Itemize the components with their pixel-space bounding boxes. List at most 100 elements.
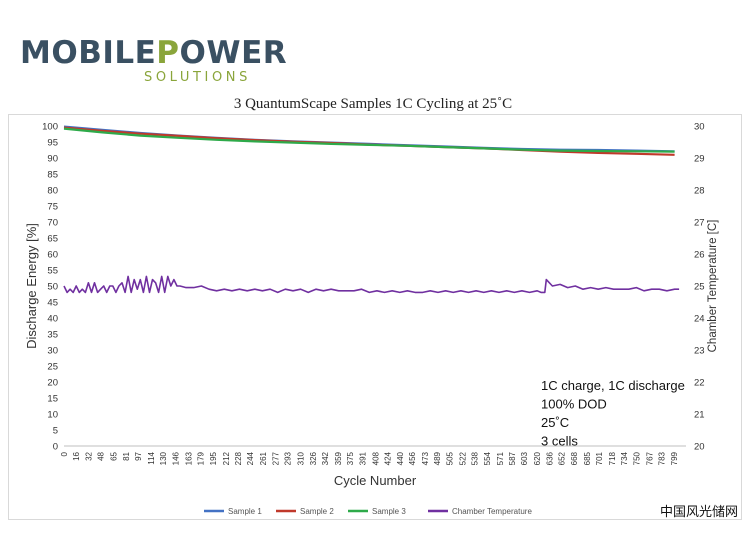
y2-tick-label: 23: [694, 346, 705, 357]
annotation-line: 100% DOD: [541, 397, 607, 412]
x-tick-label: 48: [97, 451, 106, 460]
x-tick-label: 65: [110, 451, 119, 460]
y-tick-label: 65: [47, 234, 58, 245]
y-tick-label: 15: [47, 394, 58, 405]
company-logo: MOBILEPOWER SOLUTIONS: [20, 36, 287, 88]
watermark: 中国风光储网: [659, 505, 738, 520]
x-tick-label: 310: [297, 451, 306, 465]
series-line-1: [63, 125, 675, 153]
y-tick-label: 45: [47, 298, 58, 309]
x-tick-label: 587: [508, 451, 517, 465]
x-tick-label: 522: [458, 451, 467, 465]
x-tick-label: 408: [371, 451, 380, 465]
x-tick-label: 668: [570, 451, 579, 465]
chart-frame: [8, 114, 742, 520]
x-tick-label: 636: [545, 451, 554, 465]
x-axis-title: Cycle Number: [334, 473, 417, 488]
x-tick-label: 0: [60, 451, 69, 456]
y2-tick-label: 22: [694, 378, 705, 389]
x-tick-label: 212: [222, 451, 231, 465]
y-tick-label: 50: [47, 282, 58, 293]
y-tick-label: 10: [47, 410, 58, 421]
y2-axis-title: Chamber Temperature [C]: [707, 220, 719, 353]
legend-label: Sample 3: [372, 507, 406, 516]
x-tick-label: 456: [408, 451, 417, 465]
y2-tick-label: 25: [694, 282, 705, 293]
annotation-line: 3 cells: [541, 434, 578, 449]
x-tick-label: 505: [445, 451, 454, 465]
logo-subtitle: SOLUTIONS: [144, 70, 251, 85]
logo-wordmark: MOBILEPOWER: [20, 35, 288, 71]
x-tick-label: 228: [234, 451, 243, 465]
legend-label: Sample 1: [228, 507, 262, 516]
x-tick-label: 571: [496, 451, 505, 465]
x-tick-label: 440: [396, 451, 405, 465]
y-tick-label: 75: [47, 202, 58, 213]
y2-tick-label: 28: [694, 186, 705, 197]
x-tick-label: 799: [670, 451, 679, 465]
y2-tick-label: 30: [694, 122, 705, 133]
x-tick-label: 554: [483, 451, 492, 465]
y2-tick-label: 27: [694, 218, 705, 229]
x-tick-label: 326: [309, 451, 318, 465]
y-tick-label: 35: [47, 330, 58, 341]
y-tick-label: 100: [42, 122, 58, 133]
x-tick-label: 146: [171, 451, 180, 465]
annotation-line: 1C charge, 1C discharge: [541, 378, 685, 393]
x-tick-label: 718: [608, 451, 617, 465]
y-tick-label: 55: [47, 266, 58, 277]
y-tick-label: 5: [53, 426, 58, 437]
annotation-line: 25˚C: [541, 415, 569, 430]
x-tick-label: 114: [147, 451, 156, 464]
x-tick-label: 32: [84, 451, 93, 460]
x-tick-label: 652: [558, 451, 567, 465]
y-tick-label: 80: [47, 186, 58, 197]
y-axis-title: Discharge Energy [%]: [24, 223, 39, 349]
x-tick-label: 97: [134, 451, 143, 460]
y-tick-label: 70: [47, 218, 58, 229]
x-tick-label: 620: [533, 451, 542, 465]
series-line-3: [63, 127, 675, 153]
y-tick-label: 90: [47, 154, 58, 165]
x-tick-label: 261: [259, 451, 268, 465]
x-tick-label: 244: [246, 451, 255, 465]
y-tick-label: 0: [53, 442, 58, 453]
y-tick-label: 30: [47, 346, 58, 357]
y-tick-label: 85: [47, 170, 58, 181]
x-tick-label: 750: [632, 451, 641, 465]
chart-title: 3 QuantumScape Samples 1C Cycling at 25˚…: [233, 96, 513, 112]
x-tick-label: 163: [184, 451, 193, 465]
x-tick-label: 767: [645, 451, 654, 465]
y-tick-label: 95: [47, 138, 58, 149]
x-tick-label: 277: [271, 451, 280, 465]
x-tick-label: 701: [595, 451, 604, 465]
y2-tick-label: 24: [694, 314, 705, 325]
x-tick-label: 603: [520, 451, 529, 465]
y2-tick-label: 21: [694, 410, 705, 421]
x-tick-label: 342: [321, 451, 330, 465]
y2-tick-label: 20: [694, 442, 705, 453]
y-tick-label: 60: [47, 250, 58, 261]
series-line-4: [63, 275, 680, 294]
y2-tick-label: 29: [694, 154, 705, 165]
legend-label: Chamber Temperature: [452, 507, 532, 516]
x-tick-label: 130: [159, 451, 168, 465]
y2-tick-label: 26: [694, 250, 705, 261]
x-tick-label: 391: [358, 451, 367, 465]
y-tick-label: 40: [47, 314, 58, 325]
x-tick-label: 16: [72, 451, 81, 460]
x-tick-label: 685: [583, 451, 592, 465]
x-tick-label: 473: [421, 451, 430, 465]
x-tick-label: 375: [346, 451, 355, 465]
x-tick-label: 424: [384, 451, 393, 465]
legend-label: Sample 2: [300, 507, 334, 516]
x-tick-label: 81: [122, 451, 131, 460]
x-tick-label: 179: [197, 451, 206, 465]
x-tick-label: 293: [284, 451, 293, 465]
x-tick-label: 538: [471, 451, 480, 465]
y-tick-label: 20: [47, 378, 58, 389]
x-tick-label: 783: [658, 451, 667, 465]
x-tick-label: 359: [334, 451, 343, 465]
x-tick-label: 489: [433, 451, 442, 465]
